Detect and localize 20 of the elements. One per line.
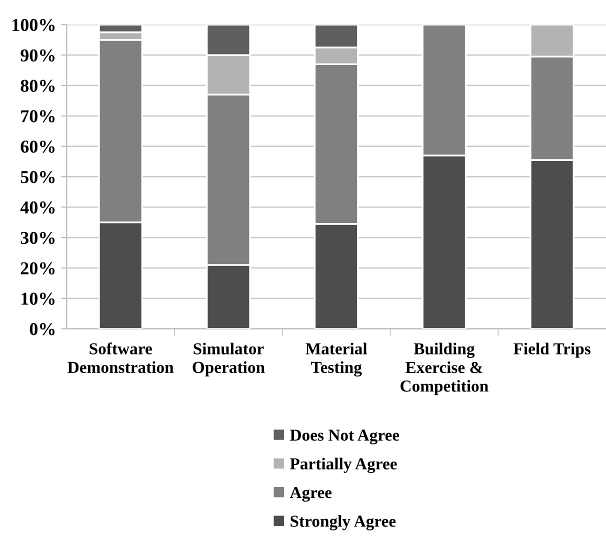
x-tick-label: Building Exercise & Competition (400, 342, 488, 396)
x-tick-label: Software Demonstration (68, 342, 174, 373)
y-tick-label: 20% (20, 262, 55, 274)
legend-label: Strongly Agree (290, 515, 396, 530)
y-tick-label: 100% (12, 18, 55, 32)
y-tick-label: 70% (21, 110, 55, 122)
y-tick-label: 80% (20, 80, 55, 92)
y-tick-label: 60% (20, 140, 55, 153)
y-tick-label: 50% (20, 170, 55, 184)
x-tick-label: Material Testing (306, 342, 368, 377)
y-tick-label: 30% (20, 232, 55, 244)
y-tick-label: 40% (20, 201, 55, 214)
legend-label: Does Not Agree (290, 430, 400, 444)
y-tick-label: 10% (22, 292, 55, 305)
x-tick-label: Simulator Operation (192, 342, 265, 376)
y-tick-label: 90% (20, 49, 55, 62)
legend-label: Partially Agree (290, 458, 397, 473)
legend-label: Agree (290, 486, 332, 502)
x-tick-label: Field Trips (514, 342, 590, 358)
y-tick-label: 0% (30, 323, 55, 336)
